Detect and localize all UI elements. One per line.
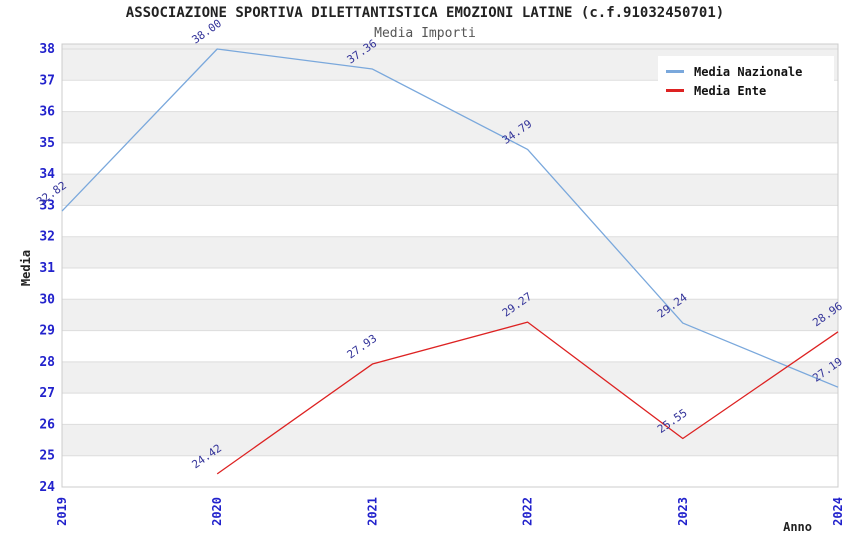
chart-subtitle: Media Importi (374, 26, 476, 41)
plot-band (62, 361, 838, 394)
x-axis-title: Anno (783, 520, 812, 534)
y-tick-label: 32 (39, 230, 55, 245)
point-label: 38.00 (189, 17, 224, 47)
y-tick-label: 28 (39, 355, 55, 370)
y-tick-label: 36 (39, 105, 55, 120)
x-tick-label: 2020 (210, 497, 224, 526)
series-line-ente (216, 321, 839, 475)
x-tick-label: 2021 (365, 497, 379, 526)
plot-band (62, 236, 838, 268)
legend-item-media-ente: Media Ente (666, 81, 826, 100)
legend-swatch-blue (666, 70, 684, 73)
legend: Media Nazionale Media Ente (658, 56, 834, 106)
legend-label: Media Ente (694, 83, 767, 98)
y-tick-label: 31 (39, 261, 55, 276)
legend-label: Media Nazionale (694, 64, 803, 79)
series-line-nazionale (61, 48, 839, 388)
y-tick-label: 27 (39, 386, 55, 401)
plot-band (62, 299, 838, 331)
plot-band (62, 424, 838, 456)
y-tick-label: 37 (39, 73, 55, 88)
legend-item-media-nazionale: Media Nazionale (666, 62, 826, 81)
y-tick-label: 38 (39, 42, 55, 57)
chart-title: ASSOCIAZIONE SPORTIVA DILETTANTISTICA EM… (125, 5, 725, 21)
x-tick-label: 2022 (521, 497, 535, 526)
plot-band (62, 174, 838, 206)
y-tick-label: 24 (39, 480, 55, 495)
x-tick-label: 2019 (55, 497, 69, 526)
x-tick-label: 2024 (831, 497, 845, 526)
point-label: 27.93 (345, 332, 380, 362)
y-tick-label: 25 (39, 449, 55, 464)
y-tick-label: 30 (39, 292, 55, 307)
y-tick-label: 29 (39, 324, 55, 339)
plot-band (62, 111, 838, 143)
y-tick-label: 26 (39, 417, 55, 432)
y-tick-label: 33 (39, 198, 55, 213)
legend-swatch-red (666, 89, 684, 92)
y-axis-title: Media (19, 250, 33, 286)
plot-border (61, 43, 839, 488)
y-tick-label: 34 (39, 167, 55, 182)
y-tick-label: 35 (39, 136, 55, 151)
x-tick-label: 2023 (676, 497, 690, 526)
